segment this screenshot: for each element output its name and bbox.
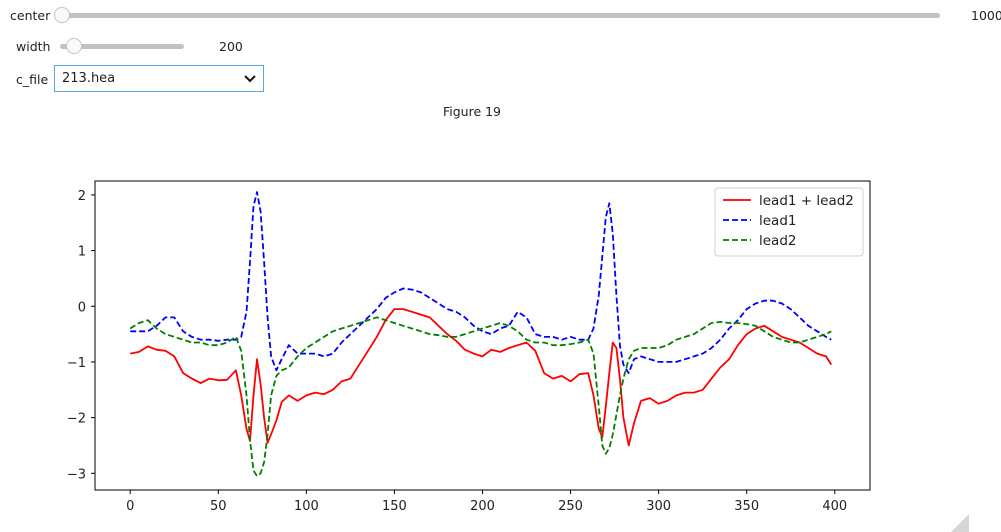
x-tick-label: 50 (210, 499, 227, 514)
x-tick-label: 150 (382, 499, 407, 514)
y-tick-label: −1 (67, 356, 86, 371)
width-value: 200 (219, 39, 243, 54)
legend-label: lead2 (759, 233, 797, 249)
width-label: width (16, 39, 51, 54)
legend-box (714, 187, 864, 257)
c-file-select[interactable]: 213.hea (54, 65, 264, 92)
y-tick-label: −3 (67, 467, 86, 482)
center-slider-thumb[interactable] (54, 7, 70, 23)
y-tick-label: 0 (78, 300, 86, 315)
width-slider-thumb[interactable] (66, 38, 82, 54)
legend: lead1 + lead2 lead1 lead2 (714, 187, 864, 257)
series-lines (129, 191, 833, 478)
c-file-selected-value: 213.hea (62, 71, 116, 86)
x-tick-label: 300 (646, 499, 671, 514)
y-tick-label: −2 (67, 412, 86, 427)
x-tick-label: 200 (470, 499, 495, 514)
chevron-down-icon (244, 75, 256, 83)
series-line-2 (129, 316, 832, 478)
x-tick-label: 250 (558, 499, 583, 514)
x-tick-label: 100 (294, 499, 319, 514)
y-axis-ticks: −3 −2 −1 0 1 2 (67, 189, 95, 482)
center-label: center (10, 7, 51, 23)
width-slider-track[interactable] (60, 44, 184, 49)
resize-handle[interactable] (951, 514, 969, 532)
series-line-1 (130, 191, 832, 375)
x-tick-label: 400 (822, 499, 847, 514)
center-value: 1000 (971, 8, 1001, 23)
c-file-label: c_file (16, 72, 49, 87)
y-tick-label: 1 (78, 245, 86, 260)
legend-label: lead1 + lead2 (759, 193, 854, 209)
y-tick-label: 2 (78, 189, 86, 204)
series-line-0 (130, 308, 833, 447)
legend-label: lead1 (759, 213, 797, 229)
plot-frame (94, 180, 871, 491)
center-slider-track[interactable] (60, 13, 940, 18)
figure-title: Figure 19 (442, 104, 502, 119)
x-tick-label: 0 (126, 499, 134, 514)
x-tick-label: 350 (734, 499, 759, 514)
x-axis-ticks: 0 50 100 150 200 250 300 350 400 (126, 490, 847, 514)
